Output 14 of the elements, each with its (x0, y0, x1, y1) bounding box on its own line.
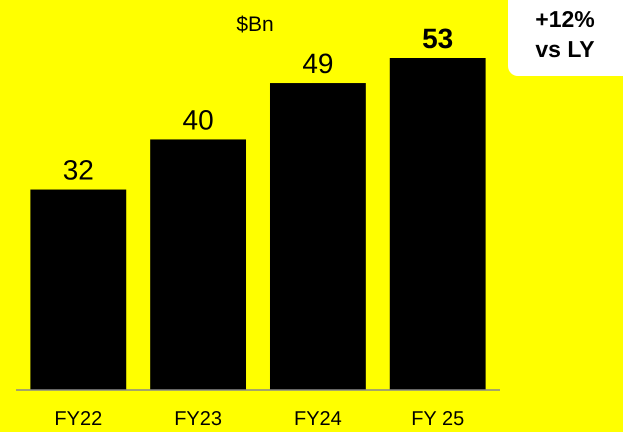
bar (270, 83, 366, 390)
x-tick-label: FY 25 (411, 408, 464, 430)
bar (390, 58, 486, 390)
x-tick-label: FY23 (174, 408, 222, 430)
y-axis-title: $Bn (236, 13, 274, 36)
data-label: 32 (62, 154, 94, 186)
text: +12% vs LY (535, 6, 595, 62)
data-label: 49 (302, 48, 334, 80)
data-label: 53 (422, 23, 454, 54)
x-tick-label: FY24 (294, 408, 342, 430)
bar (30, 190, 126, 390)
bar (150, 139, 246, 390)
data-label: 40 (182, 104, 214, 136)
x-tick-label: FY22 (54, 408, 102, 430)
